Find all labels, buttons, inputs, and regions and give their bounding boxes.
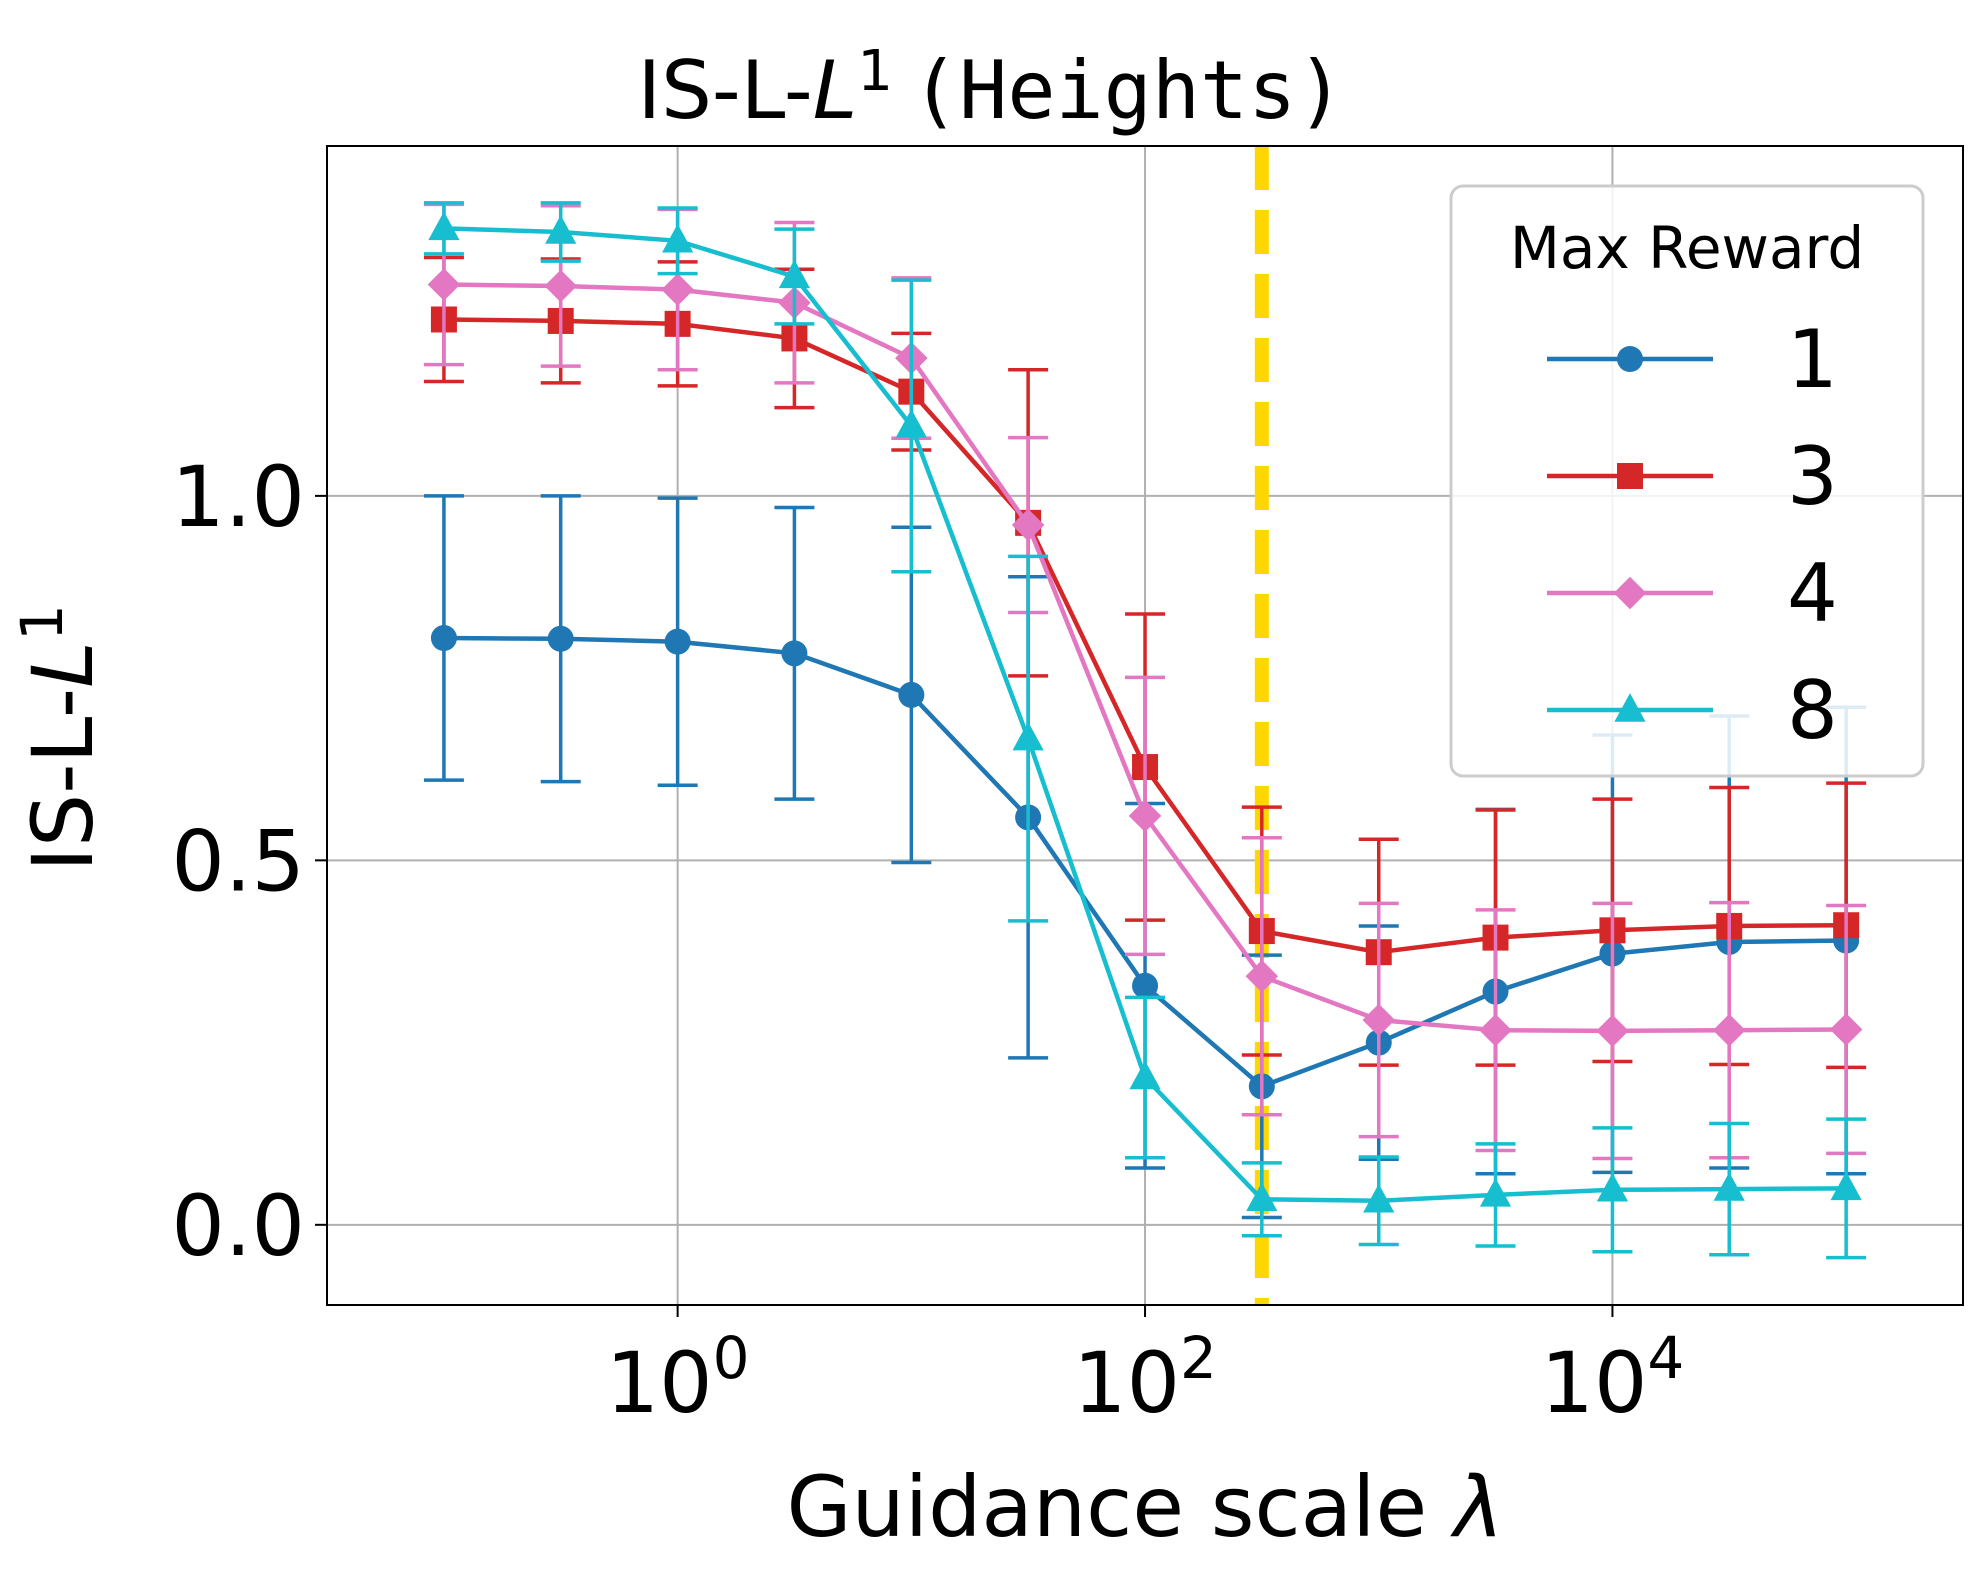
legend-marker (1613, 576, 1647, 610)
legend-label: 3 (1787, 430, 1838, 523)
data-point (1246, 1182, 1278, 1212)
x-tick-base: 10 (1541, 1334, 1648, 1432)
data-point (1012, 721, 1044, 751)
legend: Max Reward 1 3 4 8 (1449, 184, 1925, 778)
data-point (544, 269, 577, 303)
legend-marker (1617, 463, 1643, 489)
x-tick-label: 104 (1541, 1324, 1685, 1432)
legend-label: 1 (1787, 313, 1838, 406)
data-point (1132, 972, 1159, 999)
x-tick-exponent: 2 (1180, 1324, 1217, 1392)
series-group (423, 201, 1867, 1260)
data-point (1363, 1183, 1395, 1213)
data-point (1129, 1060, 1161, 1090)
data-point (1712, 1013, 1746, 1047)
x-tick-exponent: 0 (713, 1324, 750, 1392)
data-point (427, 268, 461, 301)
y-tick-label: 0.0 (171, 1177, 305, 1275)
data-point (430, 625, 457, 652)
data-point (778, 259, 811, 289)
data-point (1011, 508, 1045, 542)
x-tick-base: 10 (606, 1334, 713, 1432)
data-point (895, 409, 927, 438)
data-point (1479, 1178, 1512, 1207)
legend-title: Max Reward (1510, 214, 1864, 282)
data-point (545, 215, 577, 244)
series-8 (423, 201, 1867, 1260)
data-point (1596, 1014, 1629, 1048)
legend-label: 8 (1787, 664, 1838, 757)
data-point (1830, 1171, 1862, 1201)
x-tick-label: 100 (606, 1324, 750, 1432)
data-point (661, 273, 694, 306)
data-point (1829, 1013, 1863, 1046)
data-point (662, 223, 694, 253)
data-point (1713, 1172, 1745, 1201)
y-tick-label: 1.0 (171, 448, 305, 546)
legend-item-8: 8 (1547, 664, 1838, 757)
data-point (898, 681, 925, 708)
data-point (1596, 1172, 1629, 1202)
data-point (428, 211, 460, 241)
legend-item-4: 4 (1547, 547, 1838, 640)
legend-label: 4 (1787, 547, 1838, 640)
data-point (781, 640, 808, 667)
legend-item-1: 1 (1547, 313, 1838, 406)
data-point (1362, 1003, 1395, 1037)
legend-marker (1614, 693, 1646, 722)
x-tick-label: 102 (1073, 1324, 1217, 1432)
legend-frame (1449, 184, 1925, 778)
data-point (1479, 1013, 1512, 1047)
x-tick-base: 10 (1073, 1334, 1180, 1432)
x-tick-exponent: 4 (1647, 1324, 1684, 1392)
y-axis-label: IS-L-L1 (8, 604, 112, 872)
legend-marker (1617, 346, 1643, 372)
x-axis-label: Guidance scale λ (786, 1458, 1503, 1556)
y-tick-label: 0.5 (171, 812, 305, 910)
data-point (1128, 799, 1162, 833)
chart-title: IS-L-L1 (Heights) (638, 39, 1345, 137)
data-point (1245, 960, 1279, 993)
data-point (547, 625, 574, 652)
legend-item-3: 3 (1547, 430, 1838, 523)
data-point (664, 628, 691, 655)
